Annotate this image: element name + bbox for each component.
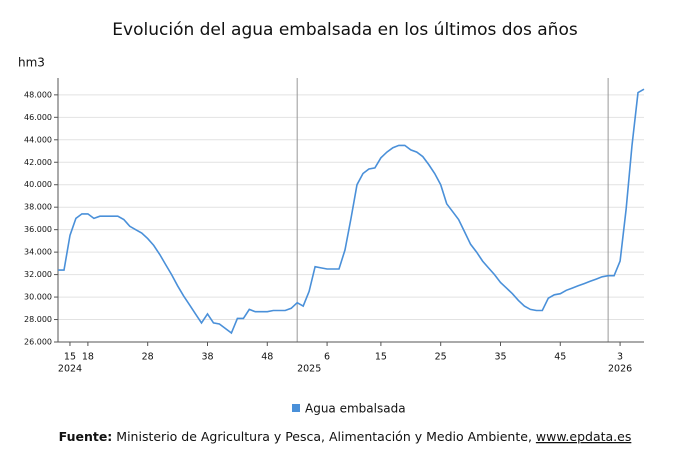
x-tick-label: 18 <box>82 352 94 363</box>
y-tick-label: 38.000 <box>24 203 52 212</box>
y-tick-label: 30.000 <box>24 293 52 302</box>
x-tick-label: 28 <box>142 352 154 363</box>
data-line <box>58 88 645 335</box>
x-year-label: 2024 <box>58 364 82 375</box>
y-tick-label: 48.000 <box>24 90 52 99</box>
x-tick-label: 3 <box>617 352 623 363</box>
y-tick-label: 26.000 <box>24 338 52 347</box>
source: Fuente: Ministerio de Agricultura y Pesc… <box>59 429 632 444</box>
source-text: Ministerio de Agricultura y Pesca, Alime… <box>116 429 536 444</box>
x-tick-label: 48 <box>261 352 273 363</box>
y-axis-label: hm3 <box>18 56 45 70</box>
x-tick-label: 35 <box>494 352 506 363</box>
x-tick-label: 15 <box>64 352 76 363</box>
x-tick-label: 45 <box>554 352 566 363</box>
x-tick-label: 15 <box>375 352 387 363</box>
y-tick-label: 44.000 <box>24 135 52 144</box>
x-year-label: 2026 <box>608 364 632 375</box>
y-tick-label: 40.000 <box>24 180 52 189</box>
y-tick-label: 32.000 <box>24 270 52 279</box>
x-tick-label: 6 <box>324 352 330 363</box>
y-tick-label: 46.000 <box>24 113 52 122</box>
chart-title: Evolución del agua embalsada en los últi… <box>112 20 578 40</box>
source-label: Fuente: <box>59 429 113 444</box>
y-tick-label: 36.000 <box>24 225 52 234</box>
y-tick-label: 34.000 <box>24 248 52 257</box>
legend-swatch <box>292 404 300 412</box>
x-year-label: 2025 <box>297 364 321 375</box>
x-tick-label: 25 <box>435 352 447 363</box>
x-tick-label: 38 <box>201 352 213 363</box>
y-tick-label: 42.000 <box>24 158 52 167</box>
source-link[interactable]: www.epdata.es <box>536 429 631 444</box>
y-tick-label: 28.000 <box>24 315 52 324</box>
legend-label: Agua embalsada <box>305 402 406 416</box>
